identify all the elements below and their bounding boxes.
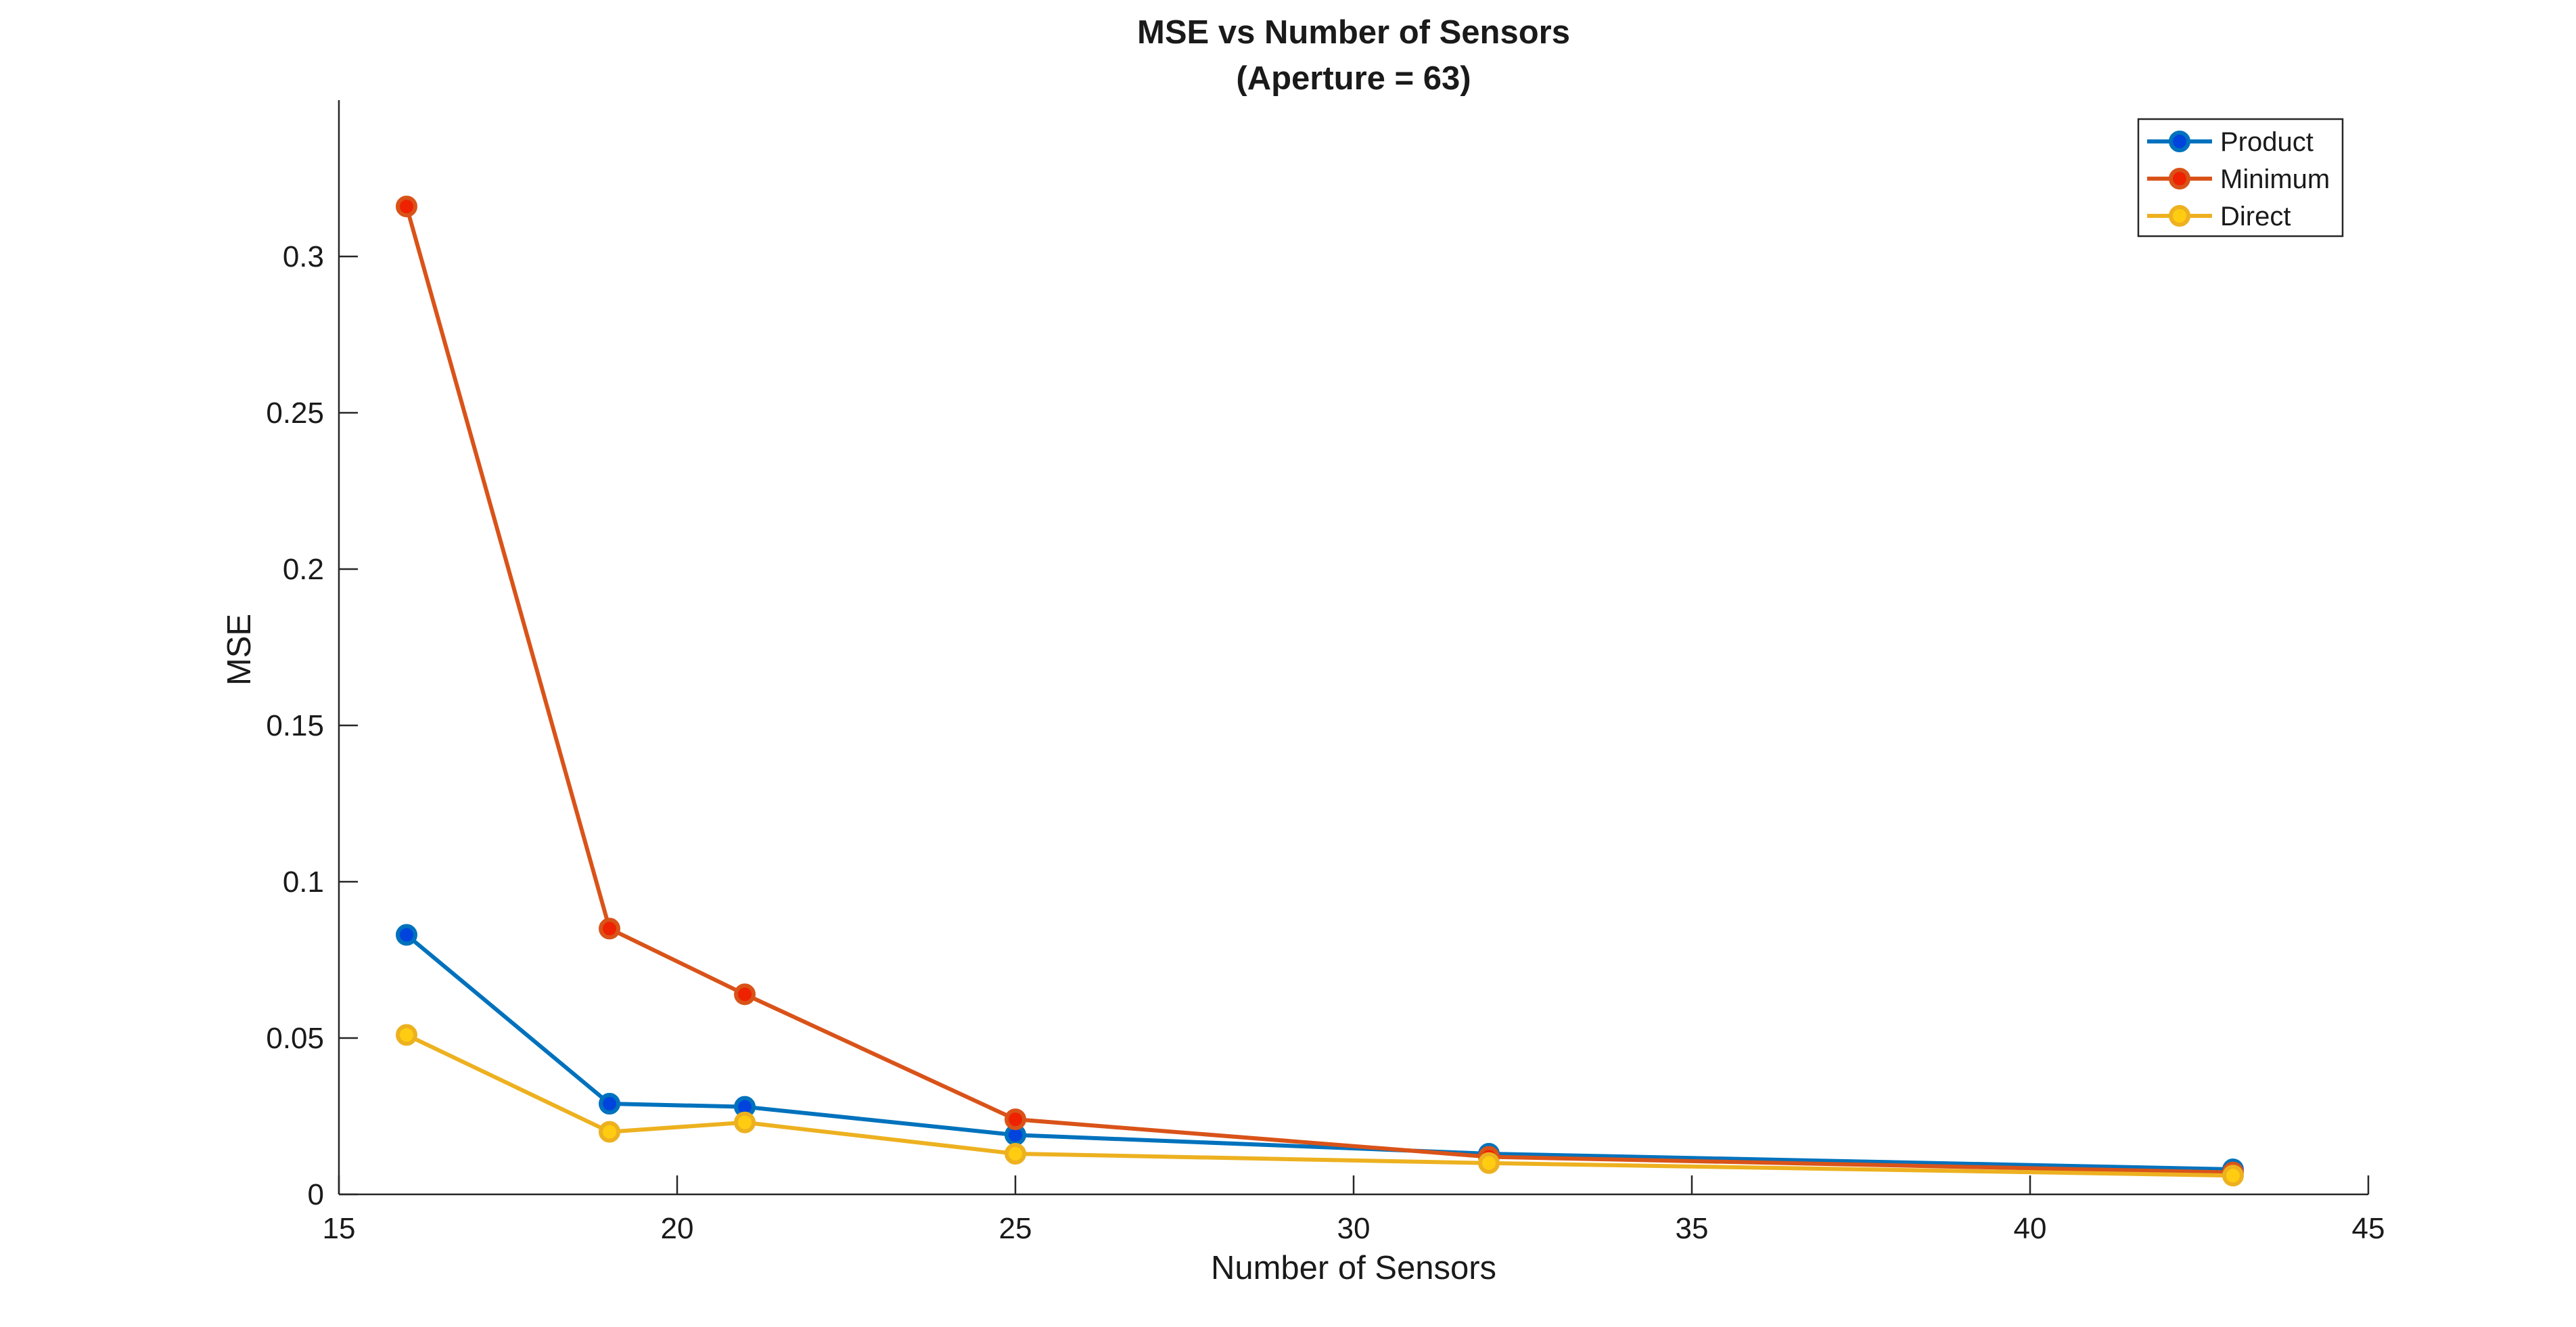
x-tick-label: 40 <box>2014 1212 2047 1245</box>
data-point-product <box>599 1093 620 1115</box>
chart-subtitle: (Aperture = 63) <box>1236 60 1471 97</box>
y-tick-label: 0.15 <box>266 709 324 742</box>
x-tick-label: 25 <box>999 1212 1032 1245</box>
y-tick-label: 0.25 <box>266 397 324 430</box>
data-point-direct <box>1005 1142 1026 1165</box>
data-point-minimum <box>599 918 620 940</box>
data-point-minimum <box>1005 1108 1026 1131</box>
legend-label-minimum: Minimum <box>2220 164 2330 194</box>
y-tick-label: 0.2 <box>283 553 324 586</box>
series-layer <box>396 196 2244 1187</box>
y-tick-label: 0.3 <box>283 240 324 273</box>
legend-marker-minimum <box>2169 168 2190 189</box>
y-tick-label: 0.05 <box>266 1022 324 1055</box>
y-tick-label: 0 <box>308 1178 324 1211</box>
x-tick-label: 30 <box>1337 1212 1371 1245</box>
legend-label-direct: Direct <box>2220 202 2291 231</box>
y-tick-label: 0.1 <box>283 865 324 899</box>
x-tick-label: 35 <box>1676 1212 1709 1245</box>
axes: 15 20 25 30 35 40 45 0 0.05 0.1 0.15 0.2 0.25 0.3 <box>266 100 2385 1245</box>
y-axis-label: MSE <box>221 614 258 685</box>
chart-title: MSE vs Number of Sensors <box>1137 14 1570 51</box>
x-tick-label: 45 <box>2352 1212 2385 1245</box>
series-line-product <box>405 933 2234 1172</box>
legend-label-product: Product <box>2220 127 2314 157</box>
data-point-direct <box>1478 1152 1500 1174</box>
legend-marker-product <box>2169 131 2190 152</box>
data-point-direct <box>396 1024 417 1046</box>
data-point-minimum <box>734 983 756 1006</box>
data-point-direct <box>2222 1165 2244 1187</box>
data-point-direct <box>599 1121 620 1143</box>
x-tick-label: 20 <box>661 1212 694 1245</box>
data-point-minimum <box>396 196 417 218</box>
series-line-direct <box>405 1033 2234 1178</box>
legend: Product Minimum Direct <box>2137 118 2344 238</box>
series-line-minimum <box>405 206 2234 1175</box>
x-axis-label: Number of Sensors <box>1211 1250 1496 1286</box>
legend-marker-direct <box>2169 205 2190 227</box>
x-tick-label: 15 <box>323 1212 356 1245</box>
data-point-product <box>396 924 417 946</box>
data-point-direct <box>734 1111 756 1133</box>
